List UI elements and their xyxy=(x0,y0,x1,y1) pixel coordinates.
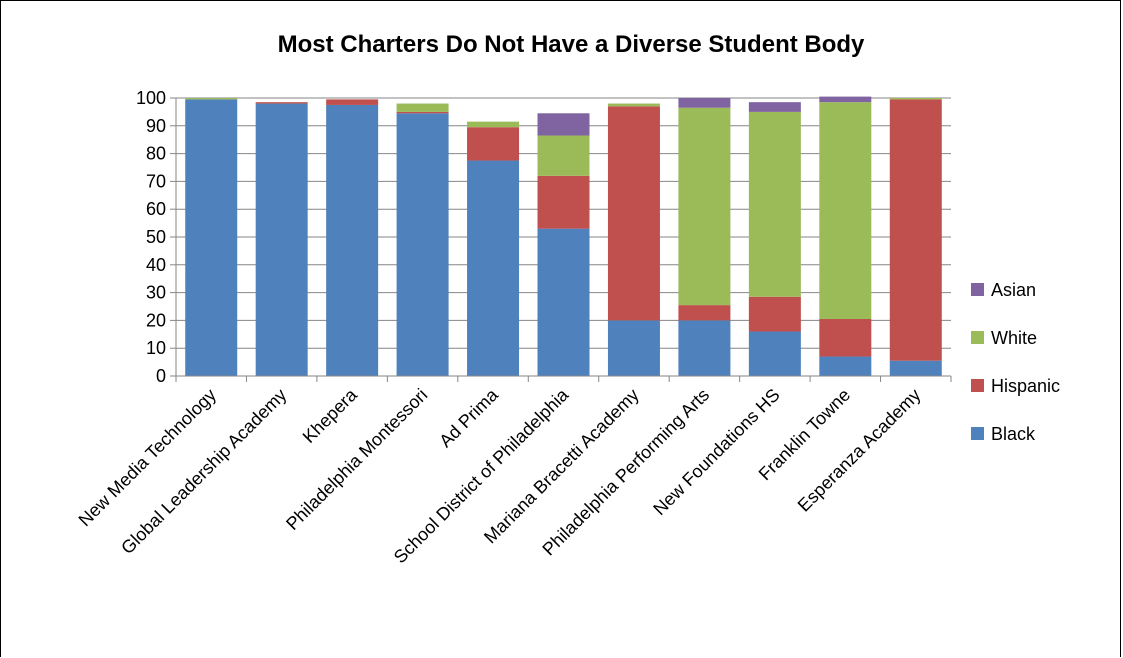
y-tick-label: 0 xyxy=(156,366,166,386)
bar-hispanic-10 xyxy=(819,319,872,357)
legend-swatch-hispanic xyxy=(971,379,984,392)
x-category-label: New Media Technology xyxy=(75,385,221,531)
bar-asian-6 xyxy=(537,113,590,136)
bar-black-1 xyxy=(185,99,238,376)
bar-white-10 xyxy=(819,102,872,320)
bar-white-1 xyxy=(185,98,238,100)
bar-asian-9 xyxy=(748,102,801,112)
bar-white-5 xyxy=(467,121,520,128)
bar-hispanic-5 xyxy=(467,127,520,161)
bar-hispanic-8 xyxy=(678,305,731,321)
bar-hispanic-7 xyxy=(607,106,660,321)
bar-hispanic-2 xyxy=(255,102,308,104)
bar-white-6 xyxy=(537,135,590,176)
y-tick-label: 10 xyxy=(146,338,166,358)
bar-hispanic-6 xyxy=(537,175,590,229)
bar-hispanic-11 xyxy=(889,99,942,361)
bar-hispanic-4 xyxy=(396,111,449,114)
bar-asian-8 xyxy=(678,98,731,108)
bar-hispanic-9 xyxy=(748,296,801,332)
y-tick-label: 50 xyxy=(146,227,166,247)
y-tick-label: 20 xyxy=(146,310,166,330)
y-tick-label: 70 xyxy=(146,171,166,191)
y-tick-label: 90 xyxy=(146,116,166,136)
bar-hispanic-3 xyxy=(326,99,379,105)
x-category-label: Ad Prima xyxy=(435,384,502,451)
bar-asian-10 xyxy=(819,96,872,103)
y-tick-label: 40 xyxy=(146,255,166,275)
bar-white-7 xyxy=(607,103,660,107)
bar-black-6 xyxy=(537,228,590,376)
x-category-label: Esperanza Academy xyxy=(794,385,925,516)
legend: Asian White Hispanic Black xyxy=(971,280,1060,444)
x-category-label: Philadelphia Montessori xyxy=(282,385,431,534)
bar-black-4 xyxy=(396,113,449,376)
legend-label-asian: Asian xyxy=(991,280,1036,300)
legend-swatch-asian xyxy=(971,283,984,296)
bars xyxy=(185,96,942,376)
bar-black-10 xyxy=(819,356,872,376)
legend-label-black: Black xyxy=(991,424,1036,444)
legend-swatch-white xyxy=(971,331,984,344)
bar-black-9 xyxy=(748,331,801,376)
bar-black-7 xyxy=(607,320,660,376)
bar-white-8 xyxy=(678,107,731,306)
legend-swatch-black xyxy=(971,427,984,440)
x-category-label: New Foundations HS xyxy=(649,385,783,519)
bar-black-8 xyxy=(678,320,731,376)
legend-label-white: White xyxy=(991,328,1037,348)
chart-title: Most Charters Do Not Have a Diverse Stud… xyxy=(277,31,865,58)
bar-white-4 xyxy=(396,103,449,112)
y-tick-label: 30 xyxy=(146,283,166,303)
bar-white-11 xyxy=(889,98,942,100)
y-tick-label: 80 xyxy=(146,144,166,164)
y-tick-label: 100 xyxy=(136,88,166,108)
x-category-label: Khepera xyxy=(299,384,362,447)
bar-black-3 xyxy=(326,104,379,376)
bar-white-9 xyxy=(748,111,801,297)
legend-label-hispanic: Hispanic xyxy=(991,376,1060,396)
bar-black-11 xyxy=(889,360,942,376)
bar-black-2 xyxy=(255,103,308,376)
bar-black-5 xyxy=(467,160,520,376)
y-tick-label: 60 xyxy=(146,199,166,219)
